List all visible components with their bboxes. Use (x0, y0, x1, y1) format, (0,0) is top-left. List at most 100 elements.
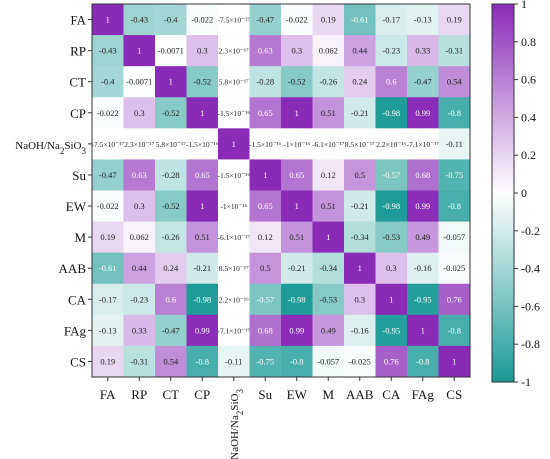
cell-value-label: 0.49 (415, 232, 430, 242)
cell-value-label: 0.6 (165, 294, 176, 304)
heatmap-cell (312, 159, 345, 191)
cell-value-label: 0.19 (447, 15, 462, 25)
heatmap-cell (186, 66, 219, 98)
heatmap-cell (312, 221, 345, 254)
cell-value-label: 2.2×10⁻¹⁶ (376, 140, 406, 149)
cell-value-label: -0.16 (414, 263, 432, 273)
colorbar-gradient (491, 3, 515, 383)
cell-value-label: 0.3 (197, 46, 208, 56)
heatmap-cell (218, 345, 250, 378)
heatmap-cell (155, 159, 187, 191)
heatmap-cell (438, 314, 471, 347)
heatmap-cell (375, 190, 408, 222)
heatmap-cell (249, 283, 282, 316)
cell-value-label: -0.31 (445, 46, 463, 56)
heatmap-cell (344, 4, 376, 36)
heatmap-cell (218, 35, 250, 67)
heatmap-cell (375, 66, 408, 98)
cell-value-label: 0.6 (386, 77, 397, 87)
heatmap-cell (123, 252, 156, 285)
heatmap-cell (375, 283, 408, 316)
heatmap-cell (92, 97, 124, 129)
row-label: NaOH/Na2SiO3 (15, 140, 86, 156)
heatmap-cell (92, 35, 124, 67)
cell-value-label: -0.47 (162, 325, 180, 335)
cell-value-label: -0.34 (319, 263, 337, 273)
cell-value-label: -0.53 (319, 294, 337, 304)
cell-value-label: 0.44 (132, 263, 148, 273)
cell-value-label: 0.19 (321, 15, 336, 25)
heatmap-cell (186, 4, 219, 36)
heatmap-cell (186, 283, 219, 316)
cell-value-label: -0.4 (101, 77, 115, 87)
cell-value-label: 1 (200, 108, 204, 118)
heatmap-cell (92, 345, 124, 378)
heatmap-cell (438, 97, 471, 129)
column-label: CT (162, 387, 179, 402)
cell-value-label: 1 (200, 201, 204, 211)
cell-value-label: -0.75 (256, 356, 274, 366)
heatmap-cell (218, 252, 250, 285)
heatmap-cell (407, 221, 439, 254)
cell-value-label: -0.13 (99, 325, 117, 335)
cell-value-label: -0.31 (130, 356, 148, 366)
cell-value-label: -0.022 (97, 201, 119, 211)
cell-value-label: -0.8 (448, 108, 461, 118)
heatmap-cell (344, 128, 376, 160)
heatmap-cell (281, 4, 313, 36)
heatmap-cell (438, 66, 471, 98)
cell-value-label: 1 (452, 356, 456, 366)
heatmap-cell (344, 35, 376, 67)
heatmap-cell (92, 4, 124, 36)
column-label: EW (287, 387, 308, 402)
heatmap-cell (186, 128, 219, 160)
cell-value-label: 0.68 (258, 325, 273, 335)
cell-value-label: 0.3 (386, 263, 397, 273)
heatmap-cell (155, 4, 187, 36)
cell-value-label: -0.4 (164, 15, 178, 25)
heatmap-cell (155, 252, 187, 285)
colorbar-tick-label: -0.6 (521, 299, 540, 313)
heatmap-cell (218, 221, 250, 254)
heatmap-cell (249, 66, 282, 98)
cell-value-label: -0.26 (162, 232, 180, 242)
heatmap-cell (123, 128, 156, 160)
heatmap-cell (155, 221, 187, 254)
heatmap-cell (375, 97, 408, 129)
cell-value-label: 0.3 (134, 201, 145, 211)
heatmap-cell (344, 221, 376, 254)
heatmap-cell (155, 345, 187, 378)
heatmap-cell (123, 314, 156, 347)
cell-value-label: -7.5×10⁻¹⁷ (92, 140, 125, 149)
heatmap-cell (344, 159, 376, 191)
heatmap-cell (92, 314, 124, 347)
cell-value-label: -0.23 (382, 46, 400, 56)
heatmap-cell (218, 66, 250, 98)
cell-value-label: 0.33 (415, 46, 430, 56)
cell-value-label: 0.76 (447, 294, 462, 304)
cell-value-label: -0.57 (256, 294, 274, 304)
heatmap-cell (312, 35, 345, 67)
heatmap-cell (123, 66, 156, 98)
heatmap-cell (281, 252, 313, 285)
heatmap-cell (155, 66, 187, 98)
colorbar-tick-label: 0.8 (521, 35, 536, 49)
cell-value-label: -0.8 (416, 356, 429, 366)
cell-value-label: 0.51 (289, 232, 304, 242)
cell-value-label: -0.025 (349, 356, 371, 366)
row-label: AAB (59, 261, 87, 276)
cell-value-label: -0.95 (382, 325, 400, 335)
cell-value-label: 0.24 (163, 263, 179, 273)
heatmap-cell (92, 252, 124, 285)
cell-value-label: -0.21 (288, 263, 306, 273)
heatmap-cell (312, 283, 345, 316)
cell-value-label: 0.49 (321, 325, 336, 335)
heatmap-cell (123, 159, 156, 191)
heatmap-frame (91, 3, 471, 378)
heatmap-cell (407, 35, 439, 67)
heatmap-cell (123, 97, 156, 129)
heatmap-cell (123, 35, 156, 67)
heatmap-cell (92, 128, 124, 160)
heatmap-cell (312, 97, 345, 129)
